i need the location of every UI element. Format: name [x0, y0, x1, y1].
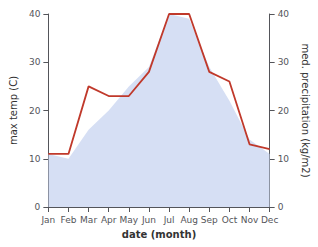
- svg-text:max temp (C): max temp (C): [8, 76, 19, 145]
- svg-text:40: 40: [278, 9, 290, 19]
- svg-text:Aug: Aug: [180, 215, 198, 225]
- svg-text:Oct: Oct: [222, 215, 238, 225]
- svg-text:Feb: Feb: [61, 215, 77, 225]
- svg-text:40: 40: [29, 9, 41, 19]
- svg-text:Sep: Sep: [201, 215, 218, 225]
- svg-text:Nov: Nov: [241, 215, 259, 225]
- svg-text:10: 10: [278, 154, 290, 164]
- svg-text:Jan: Jan: [40, 215, 55, 225]
- svg-text:0: 0: [35, 202, 41, 212]
- svg-text:Jul: Jul: [163, 215, 175, 225]
- svg-text:20: 20: [29, 106, 41, 116]
- svg-text:May: May: [120, 215, 139, 225]
- svg-text:20: 20: [278, 106, 290, 116]
- svg-text:Mar: Mar: [80, 215, 97, 225]
- svg-text:med. precipitation (kg/m2): med. precipitation (kg/m2): [300, 43, 311, 177]
- svg-text:Dec: Dec: [261, 215, 278, 225]
- svg-text:date (month): date (month): [122, 229, 196, 240]
- svg-text:10: 10: [29, 154, 41, 164]
- svg-text:0: 0: [278, 202, 284, 212]
- svg-text:30: 30: [29, 57, 41, 67]
- svg-text:30: 30: [278, 57, 290, 67]
- svg-text:Jun: Jun: [141, 215, 156, 225]
- svg-text:Apr: Apr: [101, 215, 117, 225]
